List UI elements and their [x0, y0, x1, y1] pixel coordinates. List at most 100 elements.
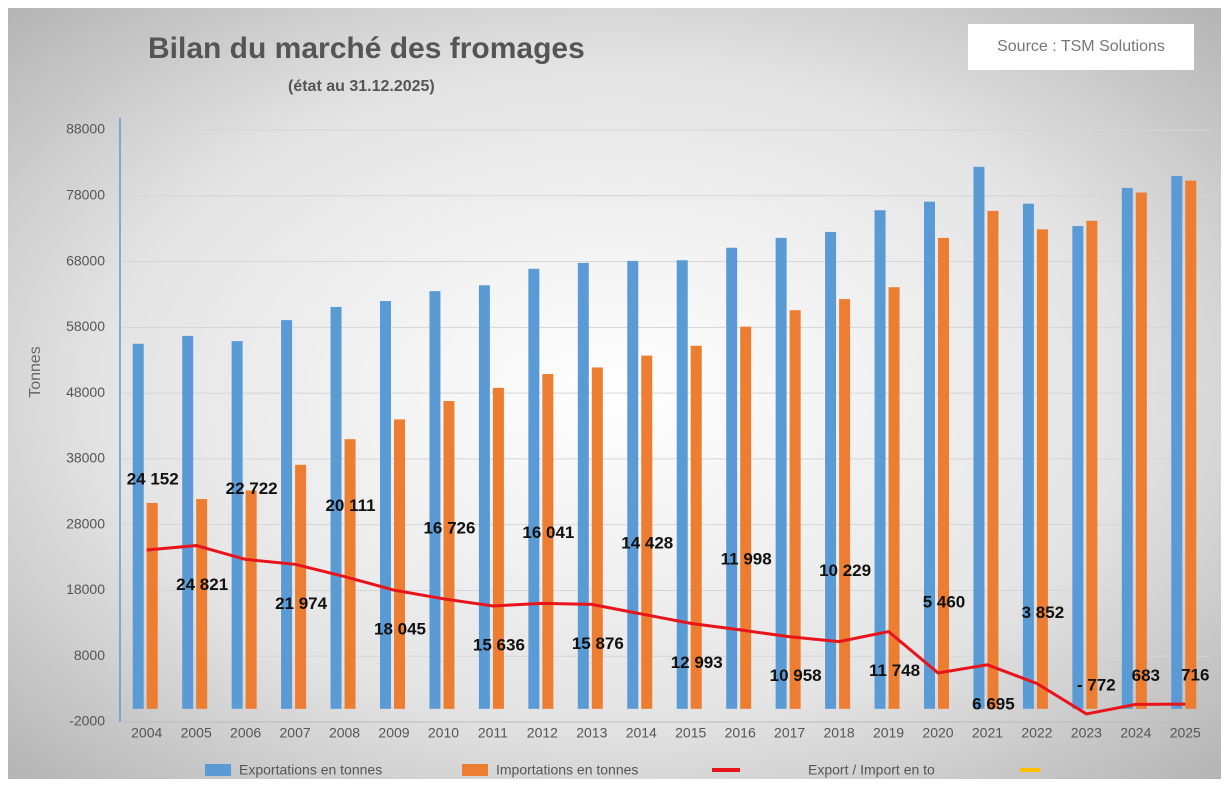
bar — [1086, 220, 1098, 709]
x-tick-label: 2025 — [1170, 725, 1201, 741]
bar — [429, 291, 441, 709]
y-tick-label: 78000 — [66, 186, 105, 202]
source: Source : TSM Solutions — [997, 38, 1165, 55]
data-label: 10 229 — [819, 561, 871, 580]
bar — [987, 210, 999, 709]
bar — [1171, 176, 1183, 709]
bar — [1135, 192, 1147, 709]
bar — [1185, 180, 1197, 709]
data-label: 21 974 — [275, 594, 328, 613]
bar — [528, 268, 540, 709]
x-tick-label: 2007 — [280, 725, 311, 741]
bar — [1022, 203, 1034, 709]
data-label: 20 111 — [325, 496, 375, 515]
bar — [888, 287, 900, 709]
bar — [627, 260, 639, 709]
x-tick-label: 2011 — [478, 725, 508, 741]
line — [146, 544, 1186, 716]
y-tick-label: 38000 — [66, 450, 105, 466]
x-tick-label: 2016 — [725, 725, 756, 741]
data-label: 24 821 — [176, 575, 228, 594]
data-label: 14 428 — [621, 533, 673, 552]
y-tick-label: -2000 — [69, 713, 105, 729]
x-tick-label: 2006 — [230, 725, 261, 741]
y-axis-label: Tonnes — [27, 346, 44, 398]
data-label: 16 726 — [423, 518, 475, 537]
x-tick-label: 2017 — [774, 725, 805, 741]
y-tick-label: 8000 — [74, 647, 105, 663]
x-tick-label: 2008 — [329, 725, 360, 741]
bar — [1072, 226, 1084, 709]
bar — [726, 247, 738, 709]
bar — [132, 343, 144, 709]
bar — [690, 345, 702, 709]
y-tick-label: 48000 — [66, 384, 105, 400]
bar — [676, 260, 688, 709]
y-tick-label: 58000 — [66, 318, 105, 334]
bar — [443, 401, 455, 709]
data-label: 6 695 — [972, 694, 1015, 713]
data-label: 683 — [1132, 666, 1160, 685]
legend-swatch — [462, 764, 488, 776]
bar — [542, 374, 554, 709]
bar — [775, 237, 787, 709]
legend-label: Export / Import en to — [808, 762, 935, 778]
data-label: 5 460 — [923, 592, 966, 611]
bar — [182, 335, 194, 709]
chart-subtitle: (état au 31.12.2025) — [288, 78, 435, 95]
bar — [231, 341, 243, 709]
bar — [295, 464, 307, 709]
x-tick-label: 2005 — [181, 725, 212, 741]
data-label: 16 041 — [522, 523, 574, 542]
data-label: 15 636 — [473, 635, 525, 654]
bar — [973, 166, 985, 709]
x-tick-label: 2015 — [675, 725, 706, 741]
bar — [245, 490, 257, 709]
data-label: 22 722 — [226, 479, 278, 498]
x-tick-label: 2012 — [527, 725, 558, 741]
data-label: 15 876 — [572, 634, 624, 653]
x-tick-label: 2019 — [873, 725, 904, 741]
bar — [789, 310, 801, 709]
bar — [874, 210, 886, 709]
bar — [478, 285, 490, 709]
bar — [924, 201, 935, 709]
bar — [938, 237, 949, 709]
x-tick-label: 2021 — [972, 725, 1003, 741]
x-tick-label: 2020 — [922, 725, 953, 741]
data-label: 11 998 — [721, 549, 772, 568]
bar — [1121, 187, 1133, 709]
legend-label: Exportations en tonnes — [239, 762, 382, 778]
x-tick-label: 2018 — [824, 725, 855, 741]
data-label: 11 748 — [869, 661, 920, 680]
bar — [577, 262, 589, 709]
bar — [740, 326, 752, 709]
data-label: 716 — [1181, 666, 1209, 685]
bar — [641, 355, 653, 709]
x-tick-label: 2014 — [626, 725, 657, 741]
data-label: 3 852 — [1022, 603, 1065, 622]
bar — [825, 231, 837, 709]
data-label: - 772 — [1077, 675, 1116, 694]
x-tick-label: 2022 — [1021, 725, 1052, 741]
chart-title: Bilan du marché des fromages — [148, 32, 585, 65]
x-tick-label: 2013 — [576, 725, 607, 741]
bar — [839, 299, 851, 709]
bar — [146, 502, 158, 709]
x-tick-label: 2009 — [378, 725, 409, 741]
x-tick-label: 2024 — [1120, 725, 1151, 741]
data-label: 12 993 — [671, 653, 723, 672]
bar — [196, 499, 208, 709]
legend-label: Importations en tonnes — [496, 762, 638, 778]
y-tick-label: 68000 — [66, 252, 105, 268]
bar — [281, 320, 293, 709]
source-box — [968, 24, 1194, 70]
bar — [1036, 229, 1048, 709]
x-tick-label: 2010 — [428, 725, 459, 741]
bar — [330, 306, 342, 709]
data-label: 10 958 — [770, 666, 822, 685]
y-tick-label: 28000 — [66, 515, 105, 531]
x-tick-label: 2023 — [1071, 725, 1102, 741]
bar — [380, 301, 391, 709]
